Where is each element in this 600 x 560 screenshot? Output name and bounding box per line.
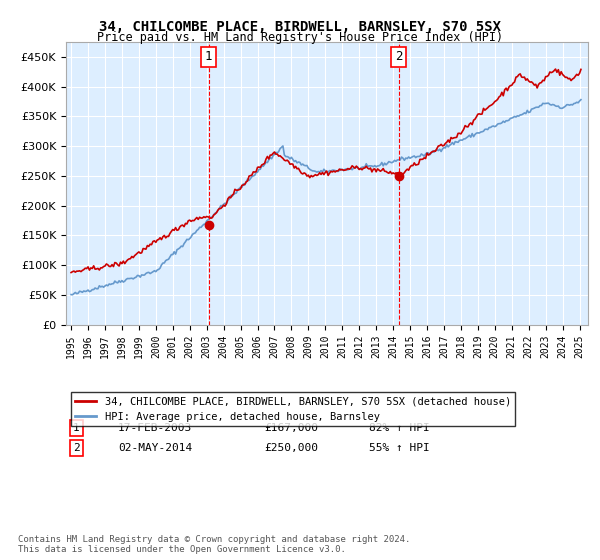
Text: Price paid vs. HM Land Registry's House Price Index (HPI): Price paid vs. HM Land Registry's House …: [97, 31, 503, 44]
Text: 1: 1: [73, 423, 80, 433]
Legend: 34, CHILCOMBE PLACE, BIRDWELL, BARNSLEY, S70 5SX (detached house), HPI: Average : 34, CHILCOMBE PLACE, BIRDWELL, BARNSLEY,…: [71, 392, 515, 426]
Text: £250,000: £250,000: [265, 443, 319, 453]
Text: 55% ↑ HPI: 55% ↑ HPI: [369, 443, 430, 453]
Text: 1: 1: [205, 50, 212, 63]
Text: Contains HM Land Registry data © Crown copyright and database right 2024.: Contains HM Land Registry data © Crown c…: [18, 535, 410, 544]
Text: 02-MAY-2014: 02-MAY-2014: [118, 443, 193, 453]
Text: 2: 2: [73, 443, 80, 453]
Text: 2: 2: [395, 50, 403, 63]
Text: This data is licensed under the Open Government Licence v3.0.: This data is licensed under the Open Gov…: [18, 545, 346, 554]
Text: £167,000: £167,000: [265, 423, 319, 433]
Text: 17-FEB-2003: 17-FEB-2003: [118, 423, 193, 433]
Text: 34, CHILCOMBE PLACE, BIRDWELL, BARNSLEY, S70 5SX: 34, CHILCOMBE PLACE, BIRDWELL, BARNSLEY,…: [99, 20, 501, 34]
Text: 82% ↑ HPI: 82% ↑ HPI: [369, 423, 430, 433]
